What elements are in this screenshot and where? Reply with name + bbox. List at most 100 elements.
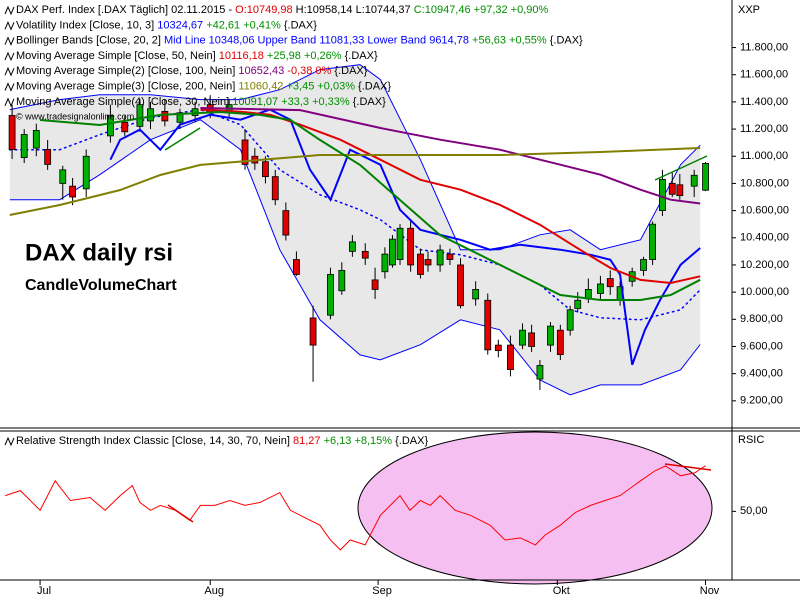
x-tick-label: Jul [37, 585, 51, 597]
candle-body [597, 283, 604, 294]
trend-line [164, 127, 201, 151]
mid-band [9, 108, 701, 321]
legend-text: +25,98 +0,26% [264, 50, 342, 62]
y-tick-label: 10.800,00 [740, 177, 789, 189]
candle-body [271, 176, 279, 201]
legend-text: +33,3 +0,33% [278, 96, 350, 108]
legend-icon [4, 436, 15, 447]
candle-body [381, 253, 389, 273]
legend-text: H:10958,14 L:10744,37 [293, 4, 414, 16]
legend-line: Moving Average Simple(4) [Close, 30, Nei… [16, 96, 386, 108]
candle-body [361, 250, 369, 259]
legend-icon [4, 97, 15, 108]
y-tick-label: 11.800,00 [740, 41, 788, 53]
y-tick-label: 9.800,00 [740, 313, 783, 325]
y-tick-label: 11.200,00 [740, 123, 788, 135]
indicator-line [9, 147, 701, 216]
legend-text: Moving Average Simple(2) [Close, 100, Ne… [16, 65, 238, 77]
legend-icon [4, 66, 15, 77]
legend-text: 10116,18 [219, 50, 264, 62]
band-layer [9, 64, 701, 395]
legend-text: +42,61 +0,41% [203, 19, 281, 31]
legend-text: Volatility Index [Close, 10, 3] [16, 19, 157, 31]
legend-text: Moving Average Simple(4) [Close, 30, Nei… [16, 96, 232, 108]
x-tick-label: Nov [700, 585, 720, 597]
legend-text: 81,27 [293, 435, 321, 447]
candle-body [44, 149, 52, 165]
candle-body [59, 169, 67, 184]
candle-body [528, 332, 536, 347]
candle-body [69, 185, 76, 198]
candle-body [82, 155, 90, 190]
y-tick-label: 11.600,00 [740, 69, 788, 81]
annotation: DAX daily rsi [25, 239, 173, 266]
upper-band [9, 64, 701, 251]
band-fill [9, 64, 701, 395]
trend-line [664, 463, 712, 471]
candle-body [507, 344, 514, 370]
legend-line: Relative Strength Index Classic [Close, … [16, 435, 428, 447]
candle-body [574, 299, 582, 309]
legend-text: {.DAX} [350, 96, 386, 108]
candle-body [494, 344, 502, 351]
candle-body [309, 317, 317, 346]
candle-body [147, 108, 154, 122]
candle-body [457, 264, 464, 307]
legend-text: 10324,67 [157, 19, 203, 31]
legend-text: {.DAX} [355, 80, 391, 92]
y-axis-label: RSIC [738, 434, 764, 446]
legend-text: {.DAX} [342, 50, 378, 62]
y-tick-label: 50,00 [740, 505, 768, 517]
candle-body [241, 139, 249, 165]
candle-body [659, 178, 666, 212]
candle-body [606, 278, 614, 288]
candle-body [436, 249, 444, 266]
indicator-line [40, 110, 701, 301]
candle-body [702, 162, 709, 191]
legend-icon [4, 21, 15, 31]
candle-body [161, 111, 169, 122]
candle-body [176, 112, 184, 123]
candle-body [407, 227, 415, 266]
candle-body [136, 104, 144, 127]
candle-body [446, 253, 454, 260]
legend-line: Bollinger Bands [Close, 20, 2] Mid Line … [16, 35, 583, 47]
legend-text: 11060,42 [238, 80, 283, 92]
candle-body [32, 130, 40, 149]
x-tick-label: Okt [553, 585, 570, 597]
y-tick-label: 9.400,00 [740, 368, 783, 380]
legend-line: Moving Average Simple(3) [Close, 200, Ne… [16, 80, 391, 92]
candle-body [389, 238, 396, 266]
legend-text: Moving Average Simple(3) [Close, 200, Ne… [16, 80, 238, 92]
legend-icon [4, 51, 15, 62]
legend-text: Mid Line 10348,06 Upper Band 11081,33 Lo… [164, 35, 469, 47]
candle-body [371, 279, 379, 290]
legend-line: Moving Average Simple(2) [Close, 100, Ne… [16, 65, 368, 77]
legend-text: {.DAX} [331, 65, 367, 77]
candle-body [121, 121, 129, 133]
candle-body [484, 299, 492, 351]
legend-text: 10652,43 [238, 65, 284, 77]
candle-body [640, 259, 647, 271]
y-axis-label: XXP [738, 4, 760, 16]
candle-body [20, 134, 28, 159]
candle-body [396, 227, 404, 260]
mark-layer [5, 64, 709, 551]
annotation: CandleVolumeChart [25, 277, 177, 294]
candle-body [293, 259, 300, 275]
legend-line: Moving Average Simple [Close, 50, Nein] … [16, 50, 378, 62]
candle-body [417, 253, 424, 275]
legend-icon [4, 5, 15, 16]
legend-text: DAX Perf. Index [.DAX Täglich] 02.11.201… [16, 4, 235, 16]
legend-text: O:10749,98 [235, 4, 293, 16]
legend-line: DAX Perf. Index [.DAX Täglich] 02.11.201… [16, 4, 548, 16]
candle-body [690, 174, 698, 187]
legend-text: Moving Average Simple [Close, 50, Nein] [16, 50, 219, 62]
candle-body [472, 289, 480, 300]
rsi-line [5, 465, 706, 551]
legend-text: {.DAX} [547, 35, 583, 47]
candle-body [676, 184, 684, 197]
candle-body [519, 329, 526, 346]
